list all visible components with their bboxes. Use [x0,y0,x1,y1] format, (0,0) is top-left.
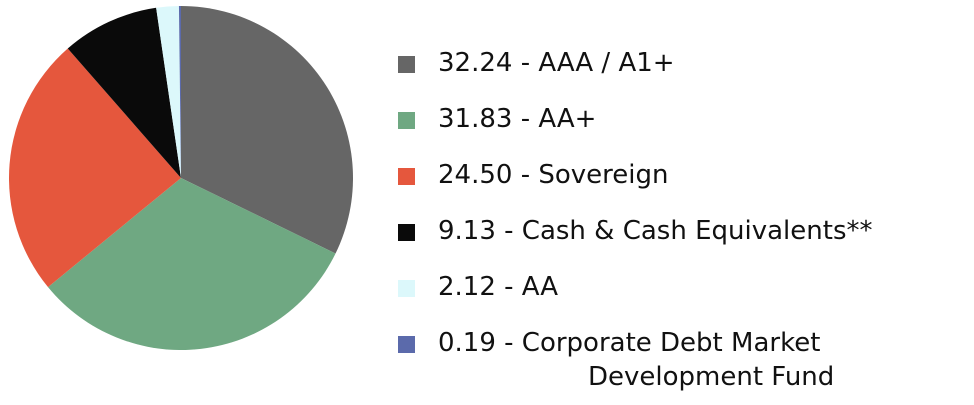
pie [9,6,353,350]
legend-item: 9.13 - Cash & Cash Equivalents** [398,214,938,270]
legend-item: 31.83 - AA+ [398,102,938,158]
pie-slice [9,48,182,288]
legend-swatch [398,56,415,73]
pie-slice [178,6,181,178]
pie-slice [67,7,181,179]
legend-label: 9.13 - Cash & Cash Equivalents** [438,216,873,246]
legend-label: 0.19 - Corporate Debt Market Development… [438,328,835,392]
legend-label: 2.12 - AA [438,272,559,302]
legend-swatch [398,224,415,241]
legend: 32.24 - AAA / A1+ 31.83 - AA+ 24.50 - Sove… [398,46,938,392]
legend-item: 2.12 - AA [398,270,938,326]
legend-label: 32.24 - AAA / A1+ [438,48,675,78]
pie-slice [48,178,336,350]
legend-label: 24.50 - Sovereign [438,160,669,190]
legend-swatch [398,168,415,185]
legend-item: 24.50 - Sovereign [398,158,938,214]
legend-label: 31.83 - AA+ [438,104,597,134]
legend-swatch [398,112,415,129]
legend-swatch [398,280,415,297]
legend-swatch [398,336,415,353]
pie-slice [156,6,181,179]
pie-slice [181,6,353,254]
legend-item: 0.19 - Corporate Debt Market Development… [398,326,938,392]
legend-item: 32.24 - AAA / A1+ [398,46,938,102]
